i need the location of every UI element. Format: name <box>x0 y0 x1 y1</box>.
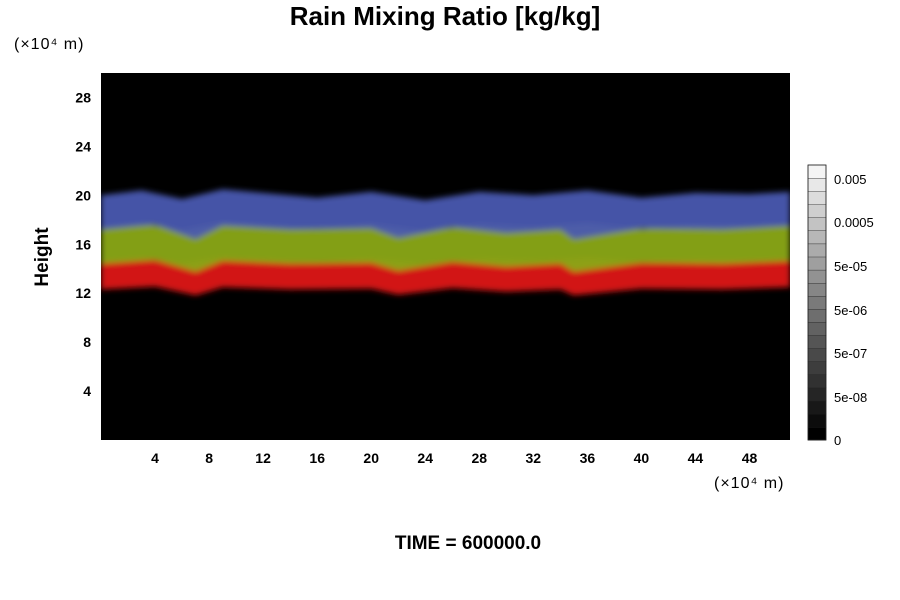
x-tick-label: 36 <box>580 450 596 466</box>
colorbar-level <box>807 177 827 192</box>
x-unit-label: (×10⁴ m) <box>714 475 784 492</box>
x-tick-label: 16 <box>309 450 325 466</box>
colorbar-level <box>807 190 827 205</box>
colorbar-level <box>807 335 827 349</box>
x-tick-label: 44 <box>688 450 704 466</box>
x-tick-label: 48 <box>742 450 758 466</box>
y-tick-label: 20 <box>75 187 91 203</box>
y-tick-label: 4 <box>83 383 91 399</box>
chart-title: Rain Mixing Ratio [kg/kg] <box>290 1 601 31</box>
y-tick-label: 16 <box>75 236 91 252</box>
colorbar-level <box>807 256 827 271</box>
x-tick-label: 20 <box>363 450 379 466</box>
colorbar-label: 0.0005 <box>834 215 874 230</box>
colorbar-level <box>807 413 827 428</box>
colorbar-level <box>807 348 827 362</box>
band-yellow-green <box>101 222 790 272</box>
colorbar-level <box>807 282 827 297</box>
x-tick-label: 24 <box>417 450 433 466</box>
colorbar-level <box>807 374 827 389</box>
x-tick-label: 8 <box>205 450 213 466</box>
y-tick-label: 28 <box>75 90 91 106</box>
colorbar-level <box>807 230 827 245</box>
colorbar-label: 0.005 <box>834 172 867 187</box>
colorbar-level <box>807 164 827 179</box>
band-blue <box>101 189 790 240</box>
heatmap-bands <box>101 189 790 296</box>
colorbar-label: 5e-05 <box>834 259 867 274</box>
colorbar-label: 5e-06 <box>834 303 867 318</box>
y-tick-label: 12 <box>75 285 91 301</box>
y-unit-label: (×10⁴ m) <box>14 36 84 53</box>
y-tick-label: 8 <box>83 334 91 350</box>
colorbar-label: 0 <box>834 433 841 448</box>
colorbar: 0.005 0.0005 5e-05 5e-06 5e-07 5e-08 0 <box>807 164 874 448</box>
colorbar-level <box>807 308 827 323</box>
x-tick-label: 12 <box>255 450 271 466</box>
x-tick-label: 4 <box>151 450 159 466</box>
y-tick-label: 24 <box>75 138 91 154</box>
x-axis-ticks: 4 8 12 16 20 24 28 32 36 40 44 48 <box>151 450 757 466</box>
colorbar-level <box>807 400 827 415</box>
time-footer: TIME = 600000.0 <box>395 533 541 554</box>
colorbar-level <box>807 243 827 258</box>
colorbar-level <box>807 269 827 284</box>
colorbar-level <box>807 295 827 310</box>
x-tick-label: 28 <box>472 450 488 466</box>
colorbar-level <box>807 204 827 218</box>
colorbar-level <box>807 426 827 441</box>
colorbar-level <box>807 217 827 231</box>
band-red <box>101 257 790 296</box>
colorbar-level <box>807 387 827 402</box>
colorbar-level <box>807 321 827 336</box>
x-tick-label: 32 <box>526 450 542 466</box>
colorbar-label: 5e-07 <box>834 346 867 361</box>
colorbar-label: 5e-08 <box>834 390 867 405</box>
colorbar-level <box>807 361 827 375</box>
x-tick-label: 40 <box>634 450 650 466</box>
y-axis-ticks: 4 8 12 16 20 24 28 <box>75 90 91 400</box>
y-axis-label: Height <box>32 227 53 287</box>
